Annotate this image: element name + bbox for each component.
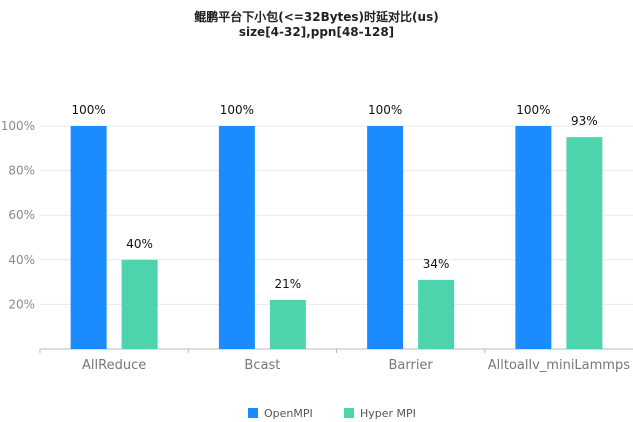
bar-hyper-mpi xyxy=(566,137,603,349)
bar-hyper-mpi xyxy=(418,279,455,349)
legend-label: OpenMPI xyxy=(264,407,313,420)
legend-swatch xyxy=(248,408,258,418)
y-tick-label: 80% xyxy=(8,164,35,178)
x-tick-label: Barrier xyxy=(388,358,433,373)
legend-swatch xyxy=(344,408,354,418)
bar-openmpi xyxy=(70,126,107,349)
data-label: 100% xyxy=(220,103,254,117)
chart-title: 鲲鹏平台下小包(<=32Bytes)时延对比(us) xyxy=(194,10,439,24)
y-tick-label: 60% xyxy=(8,208,35,222)
bar-hyper-mpi xyxy=(121,259,158,349)
data-label: 100% xyxy=(368,103,402,117)
bar-hyper-mpi xyxy=(269,299,306,349)
chart-subtitle: size[4-32],ppn[48-128] xyxy=(238,25,395,39)
data-label: 100% xyxy=(71,103,105,117)
data-label: 40% xyxy=(126,237,153,251)
bar-openmpi xyxy=(367,126,404,349)
bar-openmpi xyxy=(515,126,552,349)
x-tick-label: AllReduce xyxy=(82,358,146,373)
x-tick-label: Alltoallv_miniLammps xyxy=(488,358,630,373)
y-tick-label: 40% xyxy=(8,253,35,267)
legend-label: Hyper MPI xyxy=(360,407,416,420)
data-label: 21% xyxy=(275,277,302,291)
data-label: 93% xyxy=(571,114,598,128)
bar-openmpi xyxy=(218,126,255,349)
y-tick-label: 20% xyxy=(8,297,35,311)
y-tick-label: 100% xyxy=(1,119,35,133)
data-label: 100% xyxy=(516,103,550,117)
x-tick-label: Bcast xyxy=(244,358,280,373)
data-label: 34% xyxy=(423,257,450,271)
